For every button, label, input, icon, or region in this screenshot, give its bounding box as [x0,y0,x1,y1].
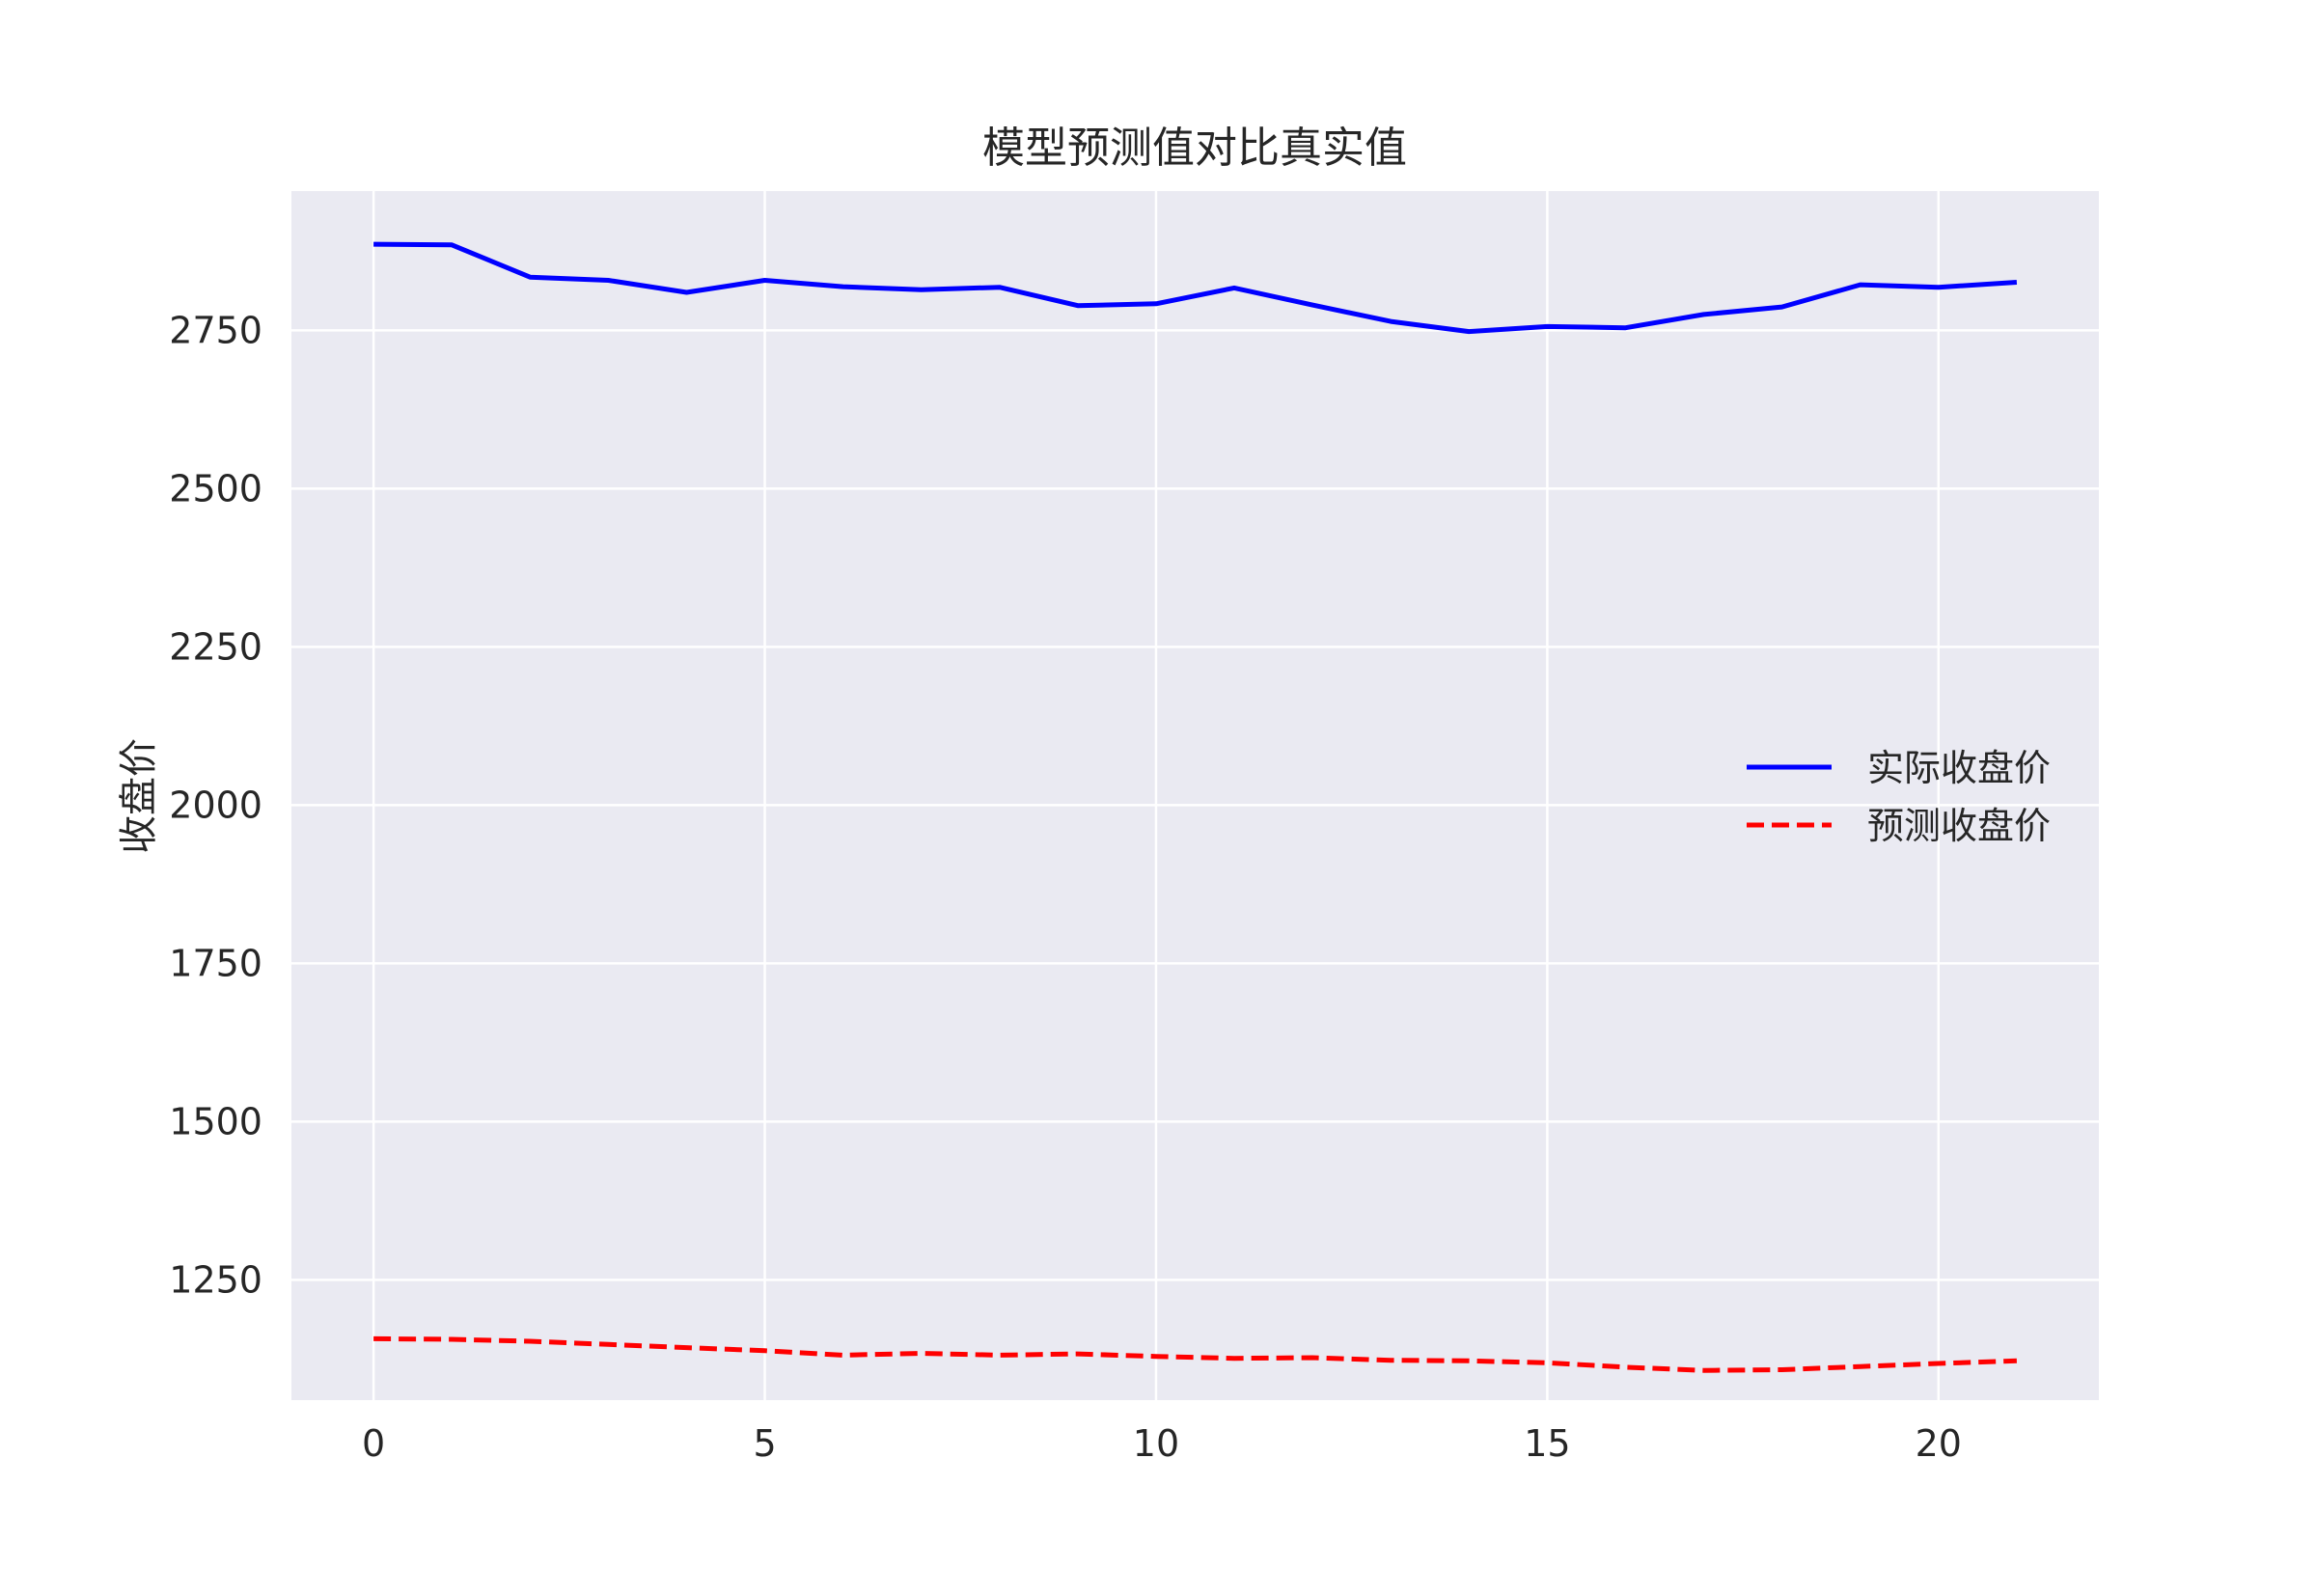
y-axis-label: 收盘价 [117,738,161,854]
y-tick-label: 2500 [169,467,262,509]
series-lines [373,241,2018,1373]
series-line-2 [373,1335,2017,1373]
y-tick-label: 1250 [169,1258,262,1301]
legend-label-1: 实际收盘价 [1867,747,2051,789]
x-tick-label: 15 [1524,1422,1570,1465]
legend-label-2: 预测收盘价 [1867,805,2051,847]
y-tick-label: 2250 [169,625,262,668]
y-tick-label: 2750 [169,309,262,351]
y-tick-label: 2000 [169,784,262,826]
y-tick-label: 1500 [169,1100,262,1142]
series-line-1 [373,241,2018,335]
chart-title: 模型预测值对比真实值 [982,124,1407,173]
x-tick-label: 20 [1916,1422,1962,1465]
tick-labels: 0 5 10 15 20 1250 1500 1750 2000 2250 2500 2750 [169,309,1962,1465]
x-tick-label: 5 [753,1422,776,1465]
x-tick-label: 0 [362,1422,385,1465]
x-tick-label: 10 [1133,1422,1179,1465]
plot-background [291,191,2099,1400]
y-tick-label: 1750 [169,942,262,984]
grid-lines [291,191,2099,1400]
